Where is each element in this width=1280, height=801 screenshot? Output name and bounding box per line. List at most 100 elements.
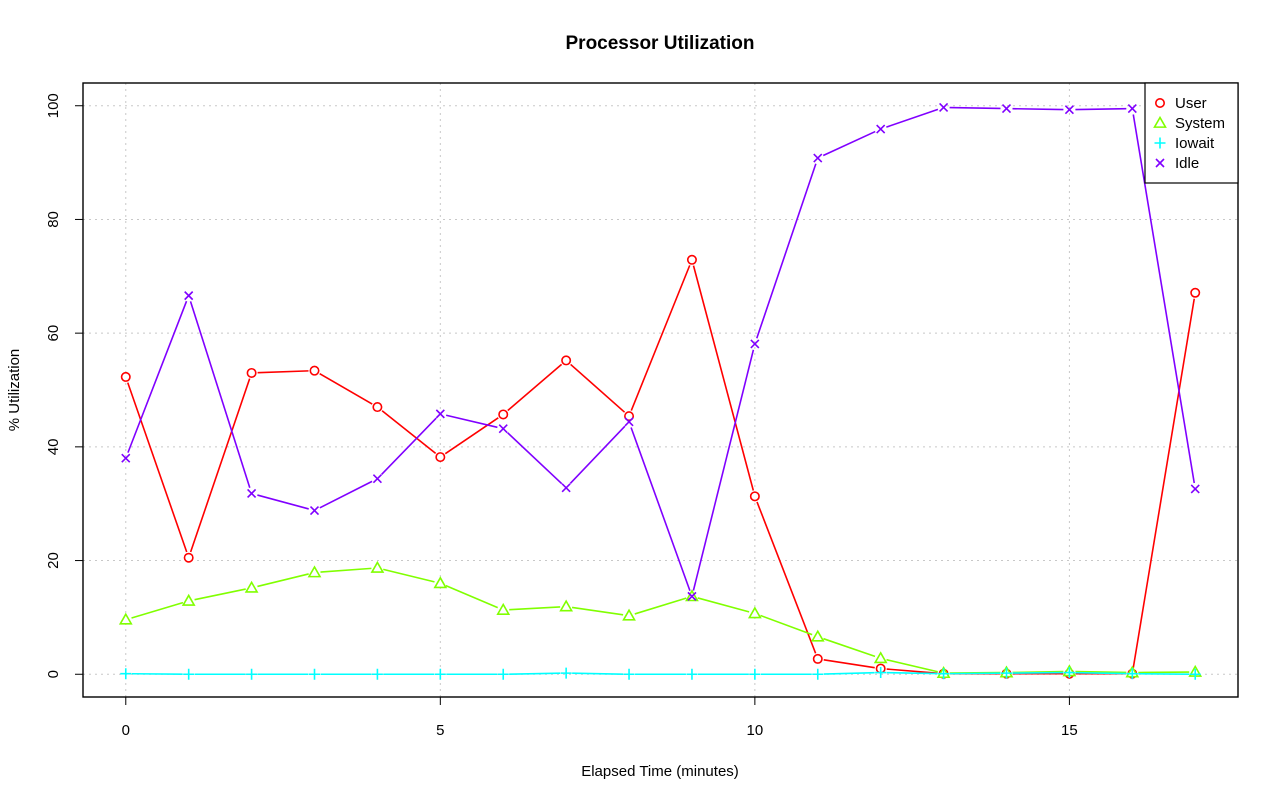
series-system-segment <box>1075 670 1127 674</box>
series-user-segment <box>630 265 691 411</box>
series-idle-segment <box>507 432 563 485</box>
series-system-point <box>622 608 636 621</box>
series-user-point <box>498 409 509 420</box>
series-idle <box>121 102 1200 601</box>
series-idle-point <box>498 424 508 434</box>
series-iowait-point <box>1189 668 1201 680</box>
series-iowait-point <box>623 668 635 680</box>
series-user-segment <box>126 382 188 553</box>
series-user-point <box>309 365 320 376</box>
series-iowait-point <box>1126 668 1138 680</box>
series-idle-point <box>876 124 886 134</box>
y-tick-label: 60 <box>45 325 62 342</box>
series-system-point <box>559 599 574 612</box>
series-system-segment <box>320 567 372 573</box>
series-iowait-point <box>309 668 321 680</box>
series-idle-segment <box>257 494 309 510</box>
series-system-segment <box>445 584 499 609</box>
legend-label-idle: Idle <box>1175 155 1199 172</box>
series-user-point <box>624 411 635 422</box>
series-system-point <box>181 593 196 606</box>
series-system-point <box>873 651 888 664</box>
series-user-segment <box>1132 298 1196 668</box>
series-idle-segment <box>1012 107 1064 111</box>
series-idle-point <box>939 102 949 113</box>
series-user-segment <box>189 378 251 553</box>
series-user-point <box>120 371 131 382</box>
x-tick-label: 10 <box>747 722 764 739</box>
series-iowait-point <box>371 668 383 680</box>
series-system <box>118 560 1203 679</box>
legend-box <box>1144 82 1239 184</box>
series-user-segment <box>507 363 563 412</box>
plot-series <box>118 102 1203 680</box>
series-system-segment <box>697 597 750 613</box>
series-idle-segment <box>381 417 437 475</box>
series-iowait-point <box>1063 667 1075 679</box>
series-user-segment <box>570 363 626 413</box>
series-idle-segment <box>189 301 251 488</box>
series-system-segment <box>383 568 435 583</box>
series-iowait-point <box>875 667 887 679</box>
series-system-point <box>244 580 259 593</box>
series-idle-point <box>372 474 382 484</box>
series-idle-segment <box>822 130 876 157</box>
series-user-point <box>435 452 446 463</box>
legend-marker-user <box>1155 98 1166 109</box>
y-tick-label: 40 <box>45 439 62 456</box>
x-tick-label: 15 <box>1061 722 1078 739</box>
series-iowait-point <box>120 668 132 680</box>
series-user-point <box>686 254 697 265</box>
series-idle-point <box>1190 484 1200 494</box>
series-user-point <box>372 402 383 413</box>
series-iowait-point <box>812 668 824 680</box>
series-user-segment <box>444 417 499 455</box>
series-user-segment <box>381 410 437 454</box>
series-user-segment <box>886 668 938 675</box>
series-idle-segment <box>1132 114 1196 484</box>
series-user-segment <box>823 659 875 669</box>
series-user-point <box>246 367 257 378</box>
series-idle-segment <box>569 425 626 484</box>
series-idle-segment <box>630 427 691 591</box>
series-iowait-point <box>183 668 195 680</box>
series-idle-segment <box>949 106 1001 110</box>
series-idle-point <box>309 505 320 516</box>
series-system-segment <box>634 597 687 615</box>
series-idle-point <box>1064 105 1074 115</box>
series-iowait-segment <box>509 672 561 675</box>
series-system-point <box>810 629 825 642</box>
series-iowait-point <box>938 668 950 680</box>
series-iowait-segment <box>886 671 938 675</box>
series-idle-point <box>184 291 194 301</box>
legend-label-system: System <box>1175 115 1225 132</box>
series-iowait-segment <box>823 671 875 675</box>
series-system-point <box>433 576 448 589</box>
x-axis-label: Elapsed Time (minutes) <box>581 763 739 780</box>
series-system-segment <box>194 588 246 601</box>
legend-label-iowait: Iowait <box>1175 135 1215 152</box>
series-iowait-point <box>560 667 572 679</box>
chart-title: Processor Utilization <box>566 33 755 54</box>
series-system-point <box>307 565 322 578</box>
legend-marker-idle <box>1155 158 1165 168</box>
y-tick-label: 20 <box>45 552 62 569</box>
series-idle-point <box>687 591 697 601</box>
series-idle-segment <box>692 349 755 591</box>
y-tick-label: 100 <box>45 93 62 118</box>
series-idle-point <box>813 153 823 163</box>
series-iowait-point <box>434 668 446 680</box>
x-tick-label: 0 <box>122 722 130 739</box>
series-system-segment <box>760 614 813 636</box>
series-idle-point <box>624 417 634 427</box>
series-user-segment <box>319 372 373 405</box>
y-tick-label: 0 <box>45 670 62 678</box>
series-system-segment <box>886 658 938 673</box>
series-user-point <box>749 491 760 502</box>
y-tick-label: 80 <box>45 211 62 228</box>
series-iowait-point <box>246 668 258 680</box>
series-system-segment <box>823 637 876 658</box>
series-idle-point <box>561 483 571 493</box>
